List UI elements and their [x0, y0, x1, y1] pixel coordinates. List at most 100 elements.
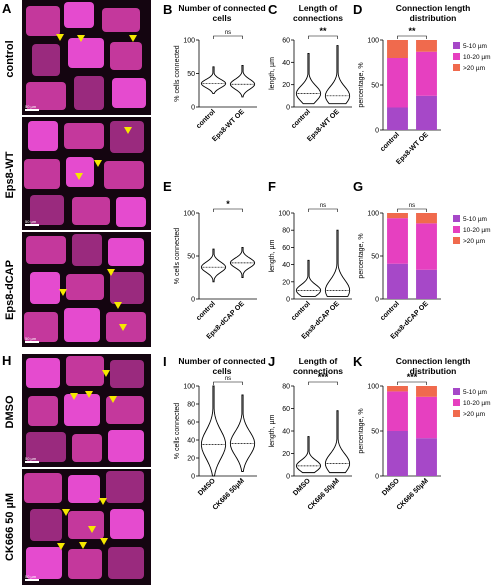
panel-k-legend-label: 5-10 µm: [463, 389, 487, 396]
panel-d-significance-label: **: [408, 26, 416, 36]
panel-label-j: J: [268, 354, 276, 369]
panel-g-legend-swatch: [453, 226, 460, 233]
panel-d-legend-label: >20 µm: [463, 65, 485, 72]
panel-e-significance-label: *: [226, 199, 230, 209]
micrograph-dmso: 50 µm: [22, 354, 151, 467]
panel-g-y-label: percentage, %: [358, 233, 365, 278]
panel-c-significance-bracket: [308, 35, 338, 39]
panel-label-g: G: [353, 179, 364, 194]
panel-i-y-tick-label: 40: [187, 438, 195, 445]
panel-e-x-label: control: [195, 300, 217, 322]
panel-k-bar-segment: [387, 391, 408, 431]
panel-d-legend-swatch: [453, 53, 460, 60]
panel-k-y-label: percentage, %: [358, 408, 365, 453]
panel-k-bar-segment: [416, 438, 437, 476]
panel-i-significance-bracket: [213, 381, 243, 385]
panel-g-bar-segment: [416, 223, 437, 270]
panel-f-y-tick-label: 40: [282, 262, 290, 269]
micrograph-eps8-dcap: 50 µm: [22, 232, 151, 347]
panel-i-significance-label: ns: [225, 376, 231, 382]
panel-d-x-label: control: [379, 131, 401, 153]
panel-c-y-label: length, µm: [269, 57, 276, 90]
panel-c-title: Length of connections: [292, 3, 344, 23]
panel-f-y-tick-label: 0: [286, 297, 290, 304]
panel-b-y-label: % cells connected: [174, 45, 181, 102]
panel-f-y-tick-label: 20: [282, 279, 290, 286]
panel-j-x-label: CK666 50µM: [307, 477, 341, 511]
panel-label-i: I: [163, 354, 167, 369]
panel-i-y-tick-label: 0: [191, 474, 195, 481]
panel-f-y-tick-label: 60: [282, 245, 290, 252]
micrograph-ck666: 50 µm: [22, 469, 151, 585]
panel-j-y-tick-label: 20: [282, 451, 290, 458]
panel-k-y-tick-label: 0: [375, 474, 379, 481]
panel-k-legend-label: 10-20 µm: [463, 400, 491, 407]
panel-k-significance-bracket: [397, 381, 427, 385]
panel-j-y-tick-label: 80: [282, 384, 290, 391]
panel-k-bar-segment: [387, 386, 408, 392]
panel-c-y-tick-label: 40: [282, 60, 290, 67]
panel-label-b: B: [163, 2, 173, 17]
panel-d-y-tick-label: 100: [367, 38, 379, 45]
panel-d-title: Connection length distribution: [395, 3, 471, 23]
panel-k-bar-segment: [416, 396, 437, 439]
panel-d-legend-label: 10-20 µm: [463, 54, 491, 61]
panel-j-significance-bracket: [308, 381, 338, 385]
panel-label-c: C: [268, 2, 278, 17]
panel-label-h: H: [2, 353, 12, 368]
panel-b-title: Number of connected cells: [178, 3, 266, 23]
panel-i-violin: [200, 385, 227, 477]
panel-d-bar-segment: [416, 51, 437, 96]
panel-k-legend-swatch: [453, 388, 460, 395]
panel-g-legend-label: >20 µm: [463, 238, 485, 245]
panel-i-y-tick-label: 80: [187, 402, 195, 409]
panel-k-x-label: DMSO: [381, 477, 401, 497]
panel-e-y-tick-label: 0: [191, 297, 195, 304]
panel-label-e: E: [163, 179, 172, 194]
panel-f-x-label: Eps8-dCAP OE: [301, 300, 342, 341]
panel-k-y-tick-label: 100: [367, 384, 379, 391]
panel-j-y-tick-label: 0: [286, 474, 290, 481]
panel-k-title: Connection length distribution: [395, 356, 471, 376]
panel-k-legend-label: >20 µm: [463, 411, 485, 418]
panel-g-legend-swatch: [453, 237, 460, 244]
panel-d-y-label: percentage, %: [358, 62, 365, 107]
panel-i-x-label: CK666 50µM: [212, 477, 246, 511]
panel-g-significance-label: ns: [409, 203, 415, 209]
panel-g-y-tick-label: 100: [367, 211, 379, 218]
panel-j-x-label: DMSO: [292, 477, 312, 497]
panel-d-y-tick-label: 50: [371, 83, 379, 90]
panel-g-bar-segment: [387, 263, 408, 299]
micrograph-control: 50 µm: [22, 0, 151, 115]
panel-label-k: K: [353, 354, 363, 369]
panel-i-y-tick-label: 60: [187, 420, 195, 427]
panel-d-bar-segment: [416, 95, 437, 130]
panel-g-x-label: Eps8-dCAP OE: [390, 300, 431, 341]
panel-g-bar-segment: [416, 269, 437, 299]
panel-e-violin: [200, 248, 227, 283]
panel-d-bar-segment: [387, 107, 408, 130]
panel-d-x-label: Eps8-WT OE: [395, 131, 430, 166]
panel-e-significance-bracket: [213, 208, 243, 212]
panel-i-x-label: DMSO: [197, 477, 217, 497]
panel-f-significance-label: ns: [320, 203, 326, 209]
panel-b-x-label: control: [195, 108, 217, 130]
panel-d-bar-segment: [387, 40, 408, 58]
row-label-eps8dcap: Eps8-dCAP: [4, 259, 16, 320]
panel-c-violin: [324, 45, 351, 105]
panel-b-significance-label: ns: [225, 30, 231, 36]
row-label-ck666: CK666 50 µM: [4, 492, 16, 562]
panel-b-y-tick-label: 0: [191, 105, 195, 112]
panel-g-y-tick-label: 50: [371, 254, 379, 261]
panel-c-y-tick-label: 60: [282, 38, 290, 45]
panel-c-violin: [295, 52, 322, 105]
panel-k-x-label: CK666 50µM: [396, 477, 430, 511]
panel-e-y-tick-label: 50: [187, 254, 195, 261]
panel-f-y-label: length, µm: [269, 239, 276, 272]
panel-d-legend-swatch: [453, 42, 460, 49]
panel-g-bar-segment: [416, 213, 437, 224]
panel-c-x-label: control: [290, 108, 312, 130]
panel-k-bar-segment: [416, 386, 437, 397]
panel-g-x-label: control: [379, 300, 401, 322]
panel-b-violin: [229, 65, 256, 98]
